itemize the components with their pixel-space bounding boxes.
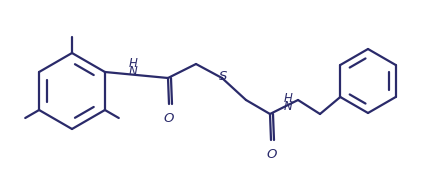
Text: S: S <box>219 70 227 83</box>
Text: H: H <box>129 57 138 70</box>
Text: O: O <box>164 112 174 125</box>
Text: H: H <box>284 92 292 105</box>
Text: N: N <box>284 100 292 113</box>
Text: N: N <box>129 65 138 78</box>
Text: O: O <box>267 148 277 161</box>
